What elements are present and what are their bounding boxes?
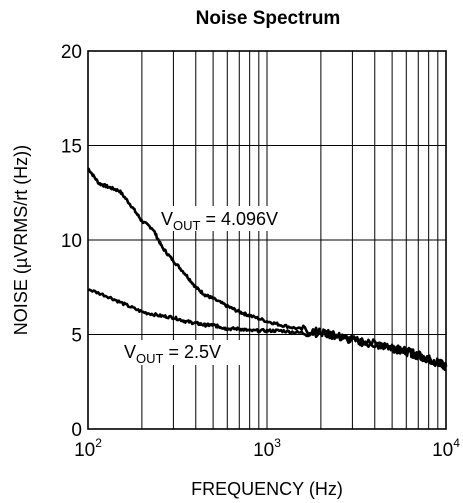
annotation-bg-4096 [158, 206, 298, 231]
x-tick-base: 10 [253, 440, 274, 461]
annotation-vout-25: VOUT = 2.5V [124, 342, 221, 366]
x-tick-labels: 102 103 104 [74, 436, 460, 461]
x-tick-label: 104 [432, 436, 460, 461]
x-tick-exp: 2 [95, 436, 102, 450]
x-tick-base: 10 [74, 440, 95, 461]
y-tick-label: 0 [71, 420, 82, 441]
series-group [87, 167, 448, 372]
grid [88, 51, 446, 429]
x-tick-label: 102 [74, 436, 102, 461]
plot-frame [87, 50, 447, 430]
annotation-vout-4096-rest: = 4.096V [200, 209, 278, 229]
annotation-vout-25-main: V [124, 342, 136, 362]
annotation-vout-25-rest: = 2.5V [163, 342, 221, 362]
annotation-vout-4096-main: V [161, 209, 173, 229]
y-tick-label: 15 [61, 137, 82, 158]
y-tick-label: 10 [61, 231, 82, 252]
y-tick-label: 20 [61, 42, 82, 63]
y-axis-label: NOISE (µVRMS/rt (Hz)) [11, 145, 31, 335]
series-line-1 [87, 288, 448, 372]
x-tick-exp: 4 [453, 436, 460, 450]
annotation-vout-4096: VOUT = 4.096V [161, 209, 278, 233]
annotation-bg-25 [121, 340, 243, 365]
x-tick-label: 103 [253, 436, 281, 461]
annotation-vout-4096-sub: OUT [173, 218, 201, 233]
x-tick-exp: 3 [274, 436, 281, 450]
chart-title: Noise Spectrum [196, 8, 341, 29]
y-tick-labels: 0 5 10 15 20 [61, 42, 82, 441]
y-tick-label: 5 [71, 326, 82, 347]
x-axis-label: FREQUENCY (Hz) [191, 479, 343, 499]
annotation-vout-25-sub: OUT [136, 351, 164, 366]
x-tick-base: 10 [432, 440, 453, 461]
